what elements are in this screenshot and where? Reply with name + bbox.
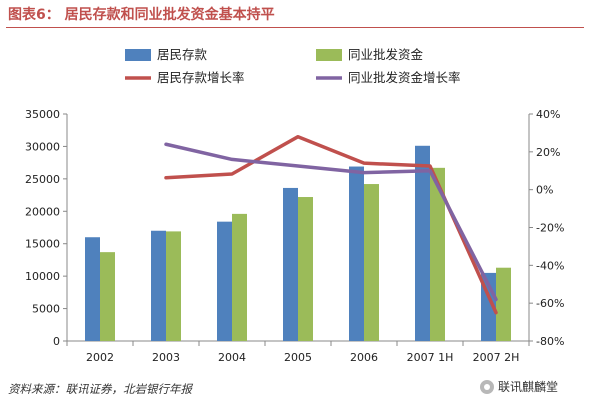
left-tick-label: 20000 bbox=[25, 205, 60, 218]
bar-wholesale bbox=[298, 197, 313, 341]
bar-deposit bbox=[415, 145, 430, 341]
right-tick-label: -40% bbox=[536, 259, 564, 272]
x-tick-label: 2007 2H bbox=[473, 351, 520, 364]
right-tick-label: 0% bbox=[536, 184, 553, 197]
legend-swatch-deposit bbox=[125, 49, 151, 61]
x-tick-label: 2007 1H bbox=[407, 351, 454, 364]
chart-title: 图表6： 居民存款和同业批发资金基本持平 bbox=[8, 7, 275, 23]
legend-label-wholesale: 同业批发资金 bbox=[348, 47, 424, 62]
right-tick-label: -80% bbox=[536, 335, 564, 348]
legend-label-deposit: 居民存款 bbox=[157, 47, 208, 62]
left-tick-label: 0 bbox=[53, 335, 60, 348]
chart-lines bbox=[164, 134, 498, 315]
left-tick-label: 10000 bbox=[25, 270, 60, 283]
watermark: 联讯麒麟堂 bbox=[480, 378, 558, 395]
bar-deposit bbox=[85, 237, 100, 341]
right-tick-label: 20% bbox=[536, 146, 560, 159]
bar-deposit bbox=[283, 187, 298, 341]
right-tick-label: -20% bbox=[536, 222, 564, 235]
x-tick-label: 2003 bbox=[152, 351, 180, 364]
left-tick-label: 35000 bbox=[25, 108, 60, 121]
x-tick-label: 2004 bbox=[218, 351, 246, 364]
bar-wholesale bbox=[364, 184, 379, 341]
bar-wholesale bbox=[166, 231, 181, 341]
line-wholesale-growth bbox=[164, 142, 498, 302]
legend-swatch-wholesale bbox=[316, 49, 342, 61]
bar-deposit bbox=[349, 166, 364, 341]
bar-deposit bbox=[217, 221, 232, 341]
left-tick-label: 15000 bbox=[25, 238, 60, 251]
bar-deposit bbox=[151, 230, 166, 341]
x-tick-label: 2005 bbox=[284, 351, 312, 364]
left-tick-label: 5000 bbox=[32, 303, 60, 316]
right-tick-label: -60% bbox=[536, 297, 564, 310]
title-divider bbox=[6, 27, 584, 28]
chart-bars bbox=[85, 145, 511, 341]
bar-wholesale bbox=[496, 267, 511, 341]
bar-wholesale bbox=[232, 213, 247, 341]
chart-tick-labels: 0 5000 10000 15000 20000 25000 30000 35000 -80% -… bbox=[25, 108, 564, 364]
x-tick-label: 2002 bbox=[86, 351, 114, 364]
legend-label-deposit-growth: 居民存款增长率 bbox=[157, 70, 245, 85]
bar-wholesale bbox=[430, 167, 445, 341]
line-deposit-growth bbox=[164, 134, 498, 315]
bar-wholesale bbox=[100, 252, 115, 341]
chart-legend: 居民存款 同业批发资金 居民存款增长率 同业批发资金增长率 bbox=[125, 47, 461, 85]
left-tick-label: 25000 bbox=[25, 173, 60, 186]
legend-label-wholesale-growth: 同业批发资金增长率 bbox=[348, 70, 461, 85]
x-tick-label: 2006 bbox=[350, 351, 378, 364]
logo-icon bbox=[480, 379, 494, 394]
right-tick-label: 40% bbox=[536, 108, 560, 121]
watermark-label: 联讯麒麟堂 bbox=[498, 380, 559, 394]
left-tick-label: 30000 bbox=[25, 140, 60, 153]
source-note: 资料来源：联讯证券，北岩银行年报 bbox=[8, 382, 192, 396]
